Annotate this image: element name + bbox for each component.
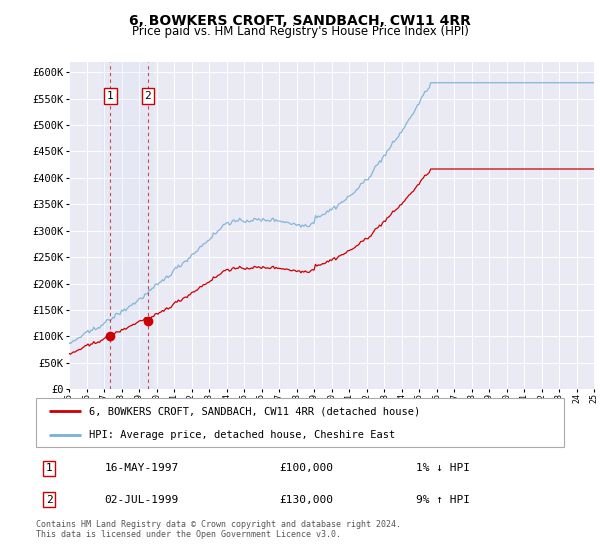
Text: 16-MAY-1997: 16-MAY-1997: [104, 463, 179, 473]
Text: £100,000: £100,000: [279, 463, 333, 473]
Text: 2: 2: [46, 494, 53, 505]
Text: Contains HM Land Registry data © Crown copyright and database right 2024.
This d: Contains HM Land Registry data © Crown c…: [36, 520, 401, 539]
Text: 02-JUL-1999: 02-JUL-1999: [104, 494, 179, 505]
Text: 1: 1: [46, 463, 53, 473]
Text: 1% ↓ HPI: 1% ↓ HPI: [416, 463, 470, 473]
Text: 9% ↑ HPI: 9% ↑ HPI: [416, 494, 470, 505]
Text: £130,000: £130,000: [279, 494, 333, 505]
Text: Price paid vs. HM Land Registry's House Price Index (HPI): Price paid vs. HM Land Registry's House …: [131, 25, 469, 39]
Text: 6, BOWKERS CROFT, SANDBACH, CW11 4RR (detached house): 6, BOWKERS CROFT, SANDBACH, CW11 4RR (de…: [89, 407, 420, 417]
Bar: [102, 62, 153, 389]
Text: 2: 2: [145, 91, 151, 101]
Text: HPI: Average price, detached house, Cheshire East: HPI: Average price, detached house, Ches…: [89, 430, 395, 440]
Text: 1: 1: [107, 91, 114, 101]
Text: 6, BOWKERS CROFT, SANDBACH, CW11 4RR: 6, BOWKERS CROFT, SANDBACH, CW11 4RR: [129, 14, 471, 28]
